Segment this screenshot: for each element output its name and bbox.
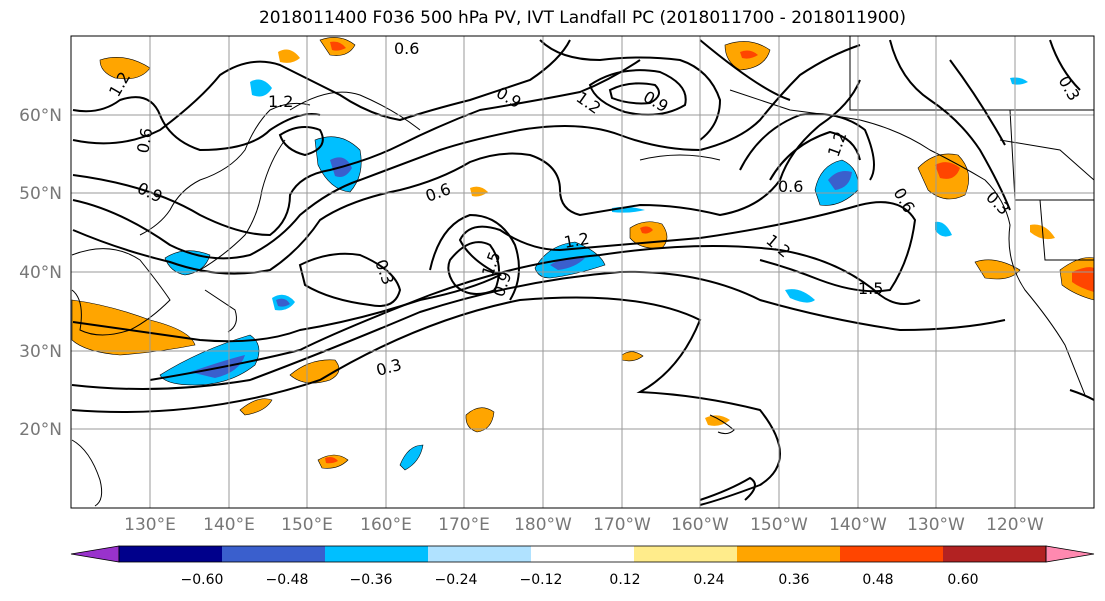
colorbar-segment (531, 546, 635, 562)
lat-label: 30°N (19, 342, 62, 362)
anomaly-shading (71, 37, 1094, 471)
lon-label: 150°W (750, 515, 808, 535)
graticule (71, 36, 1094, 508)
lat-label: 40°N (19, 263, 62, 283)
contour-label: 0.6 (778, 177, 803, 196)
colorbar-segment (943, 546, 1047, 562)
colorbar-tick-labels: −0.60 −0.48 −0.36 −0.24 −0.12 0.12 0.24 … (181, 572, 979, 588)
contour-label: 1.5 (858, 279, 883, 298)
lat-label: 60°N (19, 106, 62, 126)
colorbar-frame (118, 545, 1047, 563)
colorbar-segment (840, 546, 944, 562)
contour-label: 0.6 (394, 39, 419, 58)
colorbar-segment (119, 546, 223, 562)
contour-label: 1.2 (562, 229, 590, 252)
colorbar-tick: −0.24 (435, 572, 478, 588)
colorbar-tick: −0.48 (266, 572, 309, 588)
map-title: 2018011400 F036 500 hPa PV, IVT Landfall… (258, 8, 906, 28)
colorbar-extend-low (70, 545, 120, 563)
lon-label: 130°W (907, 515, 965, 535)
lat-label: 20°N (19, 420, 62, 440)
map-border (70, 35, 1095, 509)
colorbar-extend-high (1045, 545, 1095, 563)
longitude-labels: 130°E 140°E 150°E 160°E 170°E 180°W 170°… (124, 515, 1044, 535)
colorbar-tick: 0.12 (609, 572, 640, 588)
colorbar-segment (222, 546, 326, 562)
colorbar-tick: −0.60 (181, 572, 224, 588)
colorbar-tick: −0.12 (520, 572, 563, 588)
lon-label: 180°W (514, 515, 572, 535)
colorbar-tick: −0.36 (350, 572, 393, 588)
latitude-labels: 60°N 50°N 40°N 30°N 20°N (19, 106, 62, 440)
colorbar-segment (325, 546, 429, 562)
lon-label: 150°E (281, 515, 333, 535)
contour-label: 0.6 (133, 126, 156, 154)
colorbar: −0.60 −0.48 −0.36 −0.24 −0.12 0.12 0.24 … (70, 545, 1095, 588)
lat-label: 50°N (19, 184, 62, 204)
lon-label: 130°E (124, 515, 176, 535)
colorbar-tick: 0.36 (778, 572, 809, 588)
colorbar-tick: 0.24 (693, 572, 724, 588)
lon-label: 160°W (671, 515, 729, 535)
colorbar-segment (428, 546, 532, 562)
lon-label: 120°W (986, 515, 1044, 535)
coastlines (71, 36, 1094, 507)
lon-label: 160°E (360, 515, 412, 535)
lon-label: 170°W (593, 515, 651, 535)
colorbar-tick: 0.60 (947, 572, 978, 588)
colorbar-tick: 0.48 (862, 572, 893, 588)
colorbar-segment (634, 546, 738, 562)
lon-label: 170°E (438, 515, 490, 535)
contour-label: 1.2 (268, 92, 293, 111)
lon-label: 140°E (203, 515, 255, 535)
lon-label: 140°W (829, 515, 887, 535)
colorbar-segment (737, 546, 841, 562)
